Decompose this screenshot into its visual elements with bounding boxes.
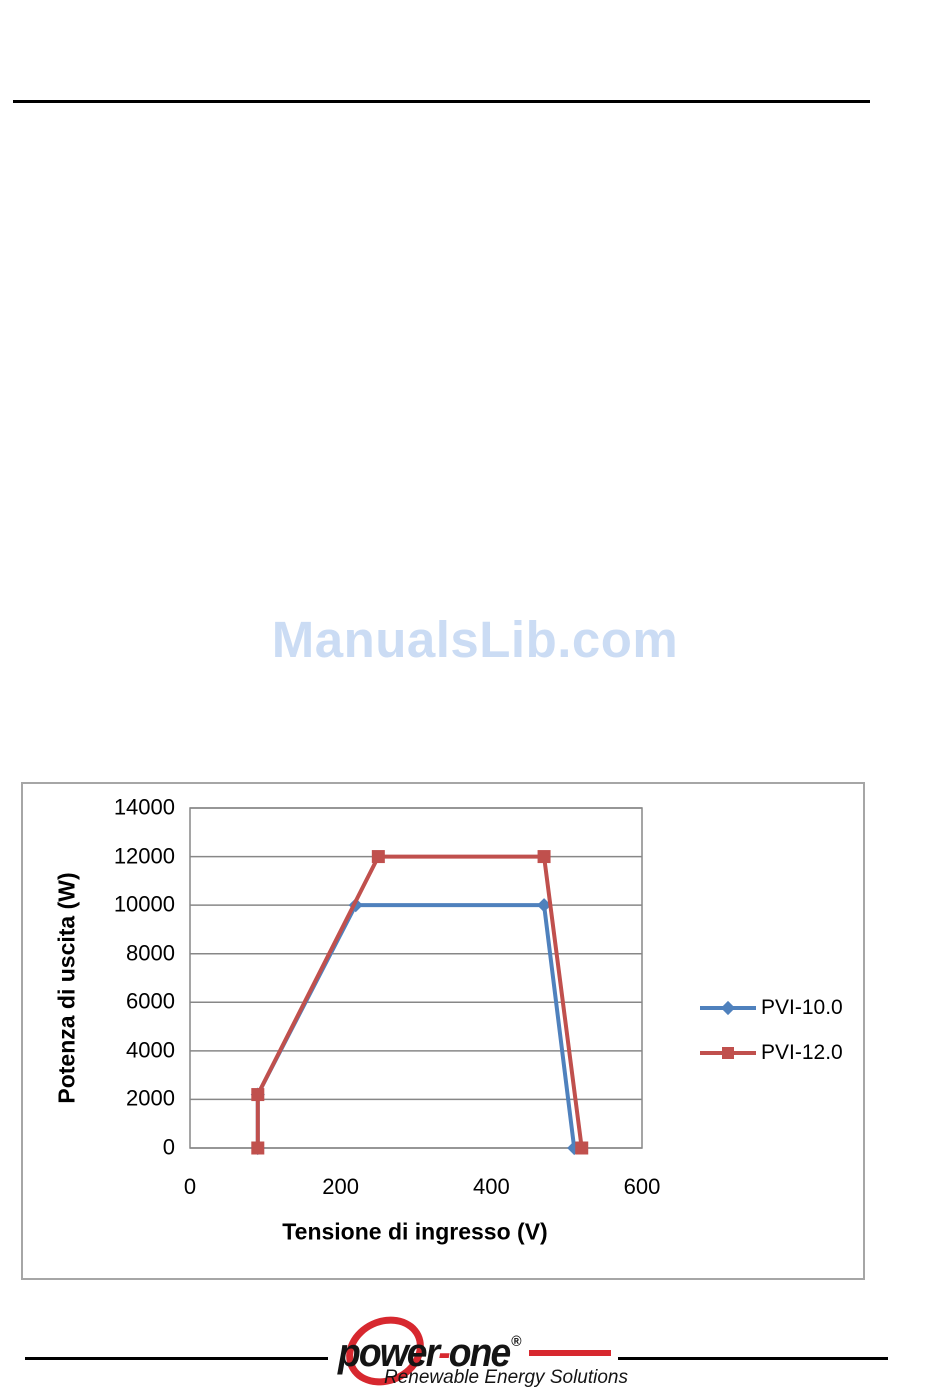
legend-diamond-icon <box>720 1000 736 1016</box>
y-tick-label: 6000 <box>126 988 175 1014</box>
manualslib-watermark: ManualsLib.com <box>271 611 679 668</box>
marker-square-PVI-12.0 <box>575 1141 589 1155</box>
footer-rule-left <box>25 1357 328 1360</box>
x-tick-label: 400 <box>472 1174 510 1199</box>
y-tick-label: 4000 <box>126 1037 175 1063</box>
chart-legend: PVI-10.0 PVI-12.0 <box>700 996 843 1065</box>
header-rule <box>13 100 870 103</box>
legend-line-sample <box>700 1047 756 1059</box>
y-tick-label: 10000 <box>113 891 175 917</box>
logo-brand-hyphen: - <box>438 1331 450 1375</box>
legend-line-sample <box>700 1000 756 1016</box>
chart-frame: Potenza di uscita (W) Tensione di ingres… <box>21 782 865 1280</box>
logo-red-dash <box>529 1350 611 1356</box>
legend-entry-PVI-10.0: PVI-10.0 <box>700 996 843 1020</box>
x-tick-label: 200 <box>322 1174 360 1199</box>
marker-square-PVI-12.0 <box>251 1141 265 1155</box>
marker-square-PVI-12.0 <box>537 850 551 864</box>
legend-label: PVI-12.0 <box>761 1041 843 1064</box>
x-tick-label: 600 <box>623 1174 661 1199</box>
x-tick-label: 0 <box>183 1174 197 1199</box>
logo-brand-power: power <box>338 1331 440 1375</box>
footer-rule-right <box>618 1357 888 1360</box>
logo-tagline: Renewable Energy Solutions <box>384 1367 628 1388</box>
logo-brand-one: one <box>448 1331 511 1375</box>
legend-label: PVI-10.0 <box>761 996 843 1019</box>
power-vs-voltage-chart <box>189 807 643 1156</box>
y-tick-label: 14000 <box>113 794 175 820</box>
y-tick-label: 12000 <box>113 843 175 869</box>
marker-square-PVI-12.0 <box>251 1088 265 1102</box>
y-tick-label: 8000 <box>126 940 175 966</box>
legend-square-icon <box>722 1047 734 1059</box>
plot-border <box>189 807 643 1149</box>
marker-square-PVI-12.0 <box>371 850 385 864</box>
x-axis-title: Tensione di ingresso (V) <box>282 1218 548 1245</box>
logo-brand-text: power-one ® <box>338 1331 522 1376</box>
legend-entry-PVI-12.0: PVI-12.0 <box>700 1041 843 1065</box>
registered-mark: ® <box>511 1333 522 1350</box>
y-tick-label: 2000 <box>126 1085 175 1111</box>
y-tick-label: 0 <box>162 1134 175 1160</box>
series-line-PVI-10.0 <box>255 903 577 1149</box>
